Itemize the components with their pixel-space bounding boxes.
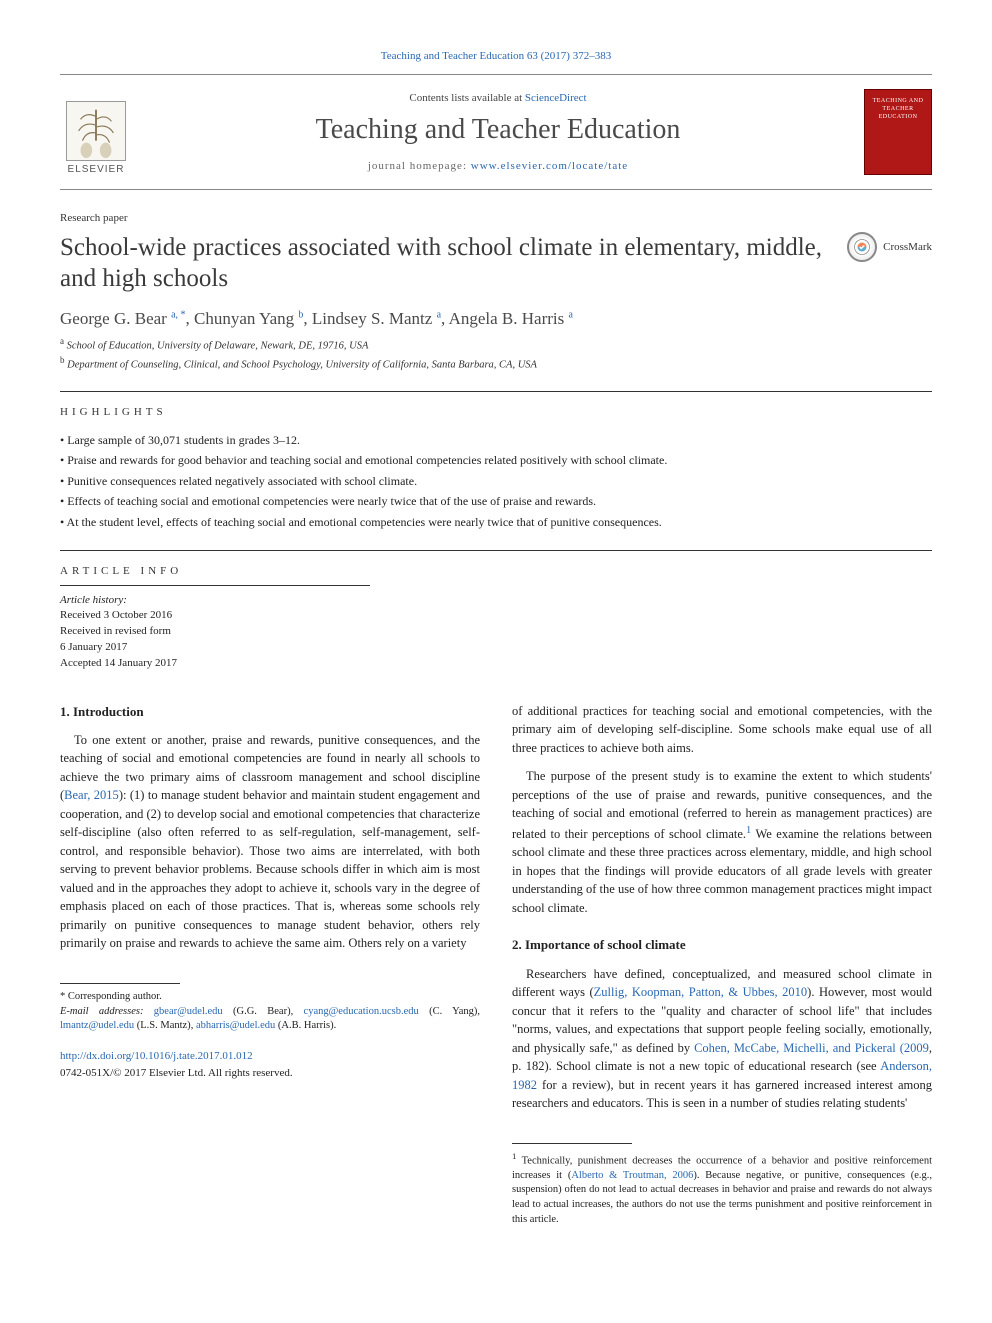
section-heading-importance: 2. Importance of school climate (512, 935, 932, 954)
crossmark-label: CrossMark (883, 241, 932, 253)
running-head-link[interactable]: Teaching and Teacher Education 63 (2017)… (381, 50, 611, 62)
highlights-heading: highlights (60, 406, 932, 418)
affiliations: a School of Education, University of Del… (60, 335, 932, 374)
crossmark-badge[interactable]: CrossMark (847, 232, 932, 262)
article-info-heading: article info (60, 565, 370, 577)
email-link[interactable]: abharris@udel.edu (196, 1020, 275, 1031)
contents-available: Contents lists available at ScienceDirec… (150, 92, 846, 104)
history-label: Article history: (60, 594, 370, 606)
highlight-item: Effects of teaching social and emotional… (60, 491, 932, 511)
highlight-item: Punitive consequences related negatively… (60, 471, 932, 491)
journal-homepage-link[interactable]: www.elsevier.com/locate/tate (471, 160, 628, 172)
author-list: George G. Bear a, *, Chunyan Yang b, Lin… (60, 309, 932, 329)
corresponding-author-note: * Corresponding author. (60, 990, 480, 1005)
footnote-rule (60, 983, 180, 984)
highlights-list: Large sample of 30,071 students in grade… (60, 430, 932, 532)
citation-link[interactable]: Cohen, McCabe, Michelli, and Pickeral (2… (694, 1041, 929, 1055)
publisher-name: ELSEVIER (68, 164, 125, 175)
doi-link[interactable]: http://dx.doi.org/10.1016/j.tate.2017.01… (60, 1050, 253, 1062)
divider (60, 391, 932, 392)
doi-block: http://dx.doi.org/10.1016/j.tate.2017.01… (60, 1048, 480, 1081)
divider (60, 585, 370, 586)
email-link[interactable]: gbear@udel.edu (154, 1006, 223, 1017)
body-paragraph: To one extent or another, praise and rew… (60, 731, 480, 953)
journal-cover-thumb: TEACHING AND TEACHER EDUCATION (864, 89, 932, 175)
article-history: Received 3 October 2016 Received in revi… (60, 608, 370, 672)
body-paragraph: Researchers have defined, conceptualized… (512, 965, 932, 1113)
citation-link[interactable]: Bear, 2015 (64, 788, 119, 802)
email-link[interactable]: lmantz@udel.edu (60, 1020, 134, 1031)
body-text: 1. Introduction To one extent or another… (60, 702, 932, 1228)
publisher-logo: ELSEVIER (60, 89, 132, 175)
journal-homepage-line: journal homepage: www.elsevier.com/locat… (150, 160, 846, 172)
divider (60, 550, 932, 551)
citation-link[interactable]: Alberto & Troutman, 2006 (571, 1170, 693, 1181)
running-head: Teaching and Teacher Education 63 (2017)… (60, 50, 932, 62)
footnote-1: 1 Technically, punishment decreases the … (512, 1150, 932, 1228)
paper-type: Research paper (60, 212, 932, 224)
body-paragraph: The purpose of the present study is to e… (512, 767, 932, 917)
email-addresses: E-mail addresses: gbear@udel.edu (G.G. B… (60, 1005, 480, 1034)
section-heading-intro: 1. Introduction (60, 702, 480, 721)
paper-title: School-wide practices associated with sc… (60, 232, 827, 295)
copyright-line: 0742-051X/© 2017 Elsevier Ltd. All right… (60, 1067, 293, 1079)
citation-link[interactable]: Zullig, Koopman, Patton, & Ubbes, 2010 (594, 985, 808, 999)
highlight-item: At the student level, effects of teachin… (60, 512, 932, 532)
body-paragraph: of additional practices for teaching soc… (512, 702, 932, 758)
email-link[interactable]: cyang@education.ucsb.edu (304, 1006, 419, 1017)
elsevier-tree-icon (66, 101, 126, 161)
crossmark-icon (847, 232, 877, 262)
highlight-item: Large sample of 30,071 students in grade… (60, 430, 932, 450)
highlight-item: Praise and rewards for good behavior and… (60, 450, 932, 470)
journal-name: Teaching and Teacher Education (150, 114, 846, 146)
footnote-rule (512, 1143, 632, 1144)
sciencedirect-link[interactable]: ScienceDirect (525, 92, 587, 104)
journal-header: ELSEVIER Contents lists available at Sci… (60, 74, 932, 190)
